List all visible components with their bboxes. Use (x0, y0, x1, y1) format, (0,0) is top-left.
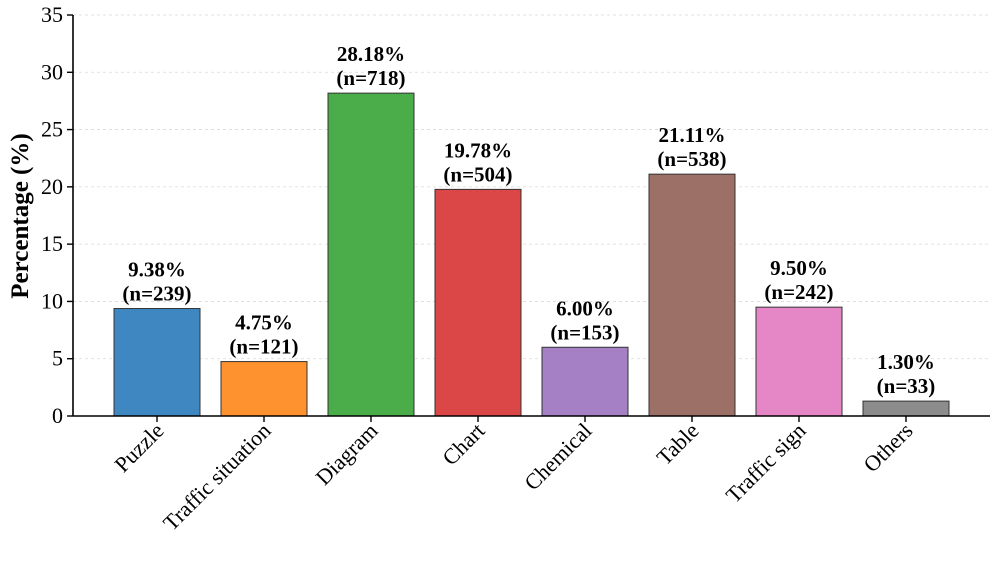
y-tick-label: 30 (41, 59, 63, 84)
y-tick-label: 35 (41, 2, 63, 27)
y-axis-title: Percentage (%) (7, 133, 34, 298)
y-tick-label: 15 (41, 231, 63, 256)
x-tick-label: Chart (437, 418, 489, 470)
y-tick-label: 25 (41, 117, 63, 142)
bar-count-label: (n=242) (764, 280, 833, 304)
bar-value-label: 28.18% (337, 42, 405, 66)
y-tick-label: 20 (41, 174, 63, 199)
bar-value-label: 1.30% (877, 350, 935, 374)
bar-traffic-situation (220, 361, 308, 417)
y-tick-label: 10 (41, 288, 63, 313)
bar-labels: 9.38%(n=239) 4.75%(n=121) 28.18%(n=718) 19.… (122, 42, 935, 398)
bar-chart (434, 188, 522, 417)
bar-count-label: (n=504) (443, 162, 512, 186)
bar-count-label: (n=153) (550, 320, 619, 344)
bar-count-label: (n=239) (122, 282, 191, 306)
bar-value-label: 4.75% (235, 311, 293, 335)
y-tick-label: 0 (52, 403, 63, 428)
y-ticks: 0 5 10 15 20 25 30 35 (41, 2, 73, 428)
bar-value-label: 19.78% (444, 138, 512, 162)
x-tick-label: Traffic situation (158, 418, 276, 536)
bar-count-label: (n=121) (229, 335, 298, 359)
bar-puzzle (113, 308, 201, 417)
bar-diagram (327, 92, 415, 417)
bar-value-label: 9.38% (128, 258, 186, 282)
x-tick-label: Puzzle (109, 418, 168, 477)
bar-count-label: (n=718) (336, 66, 405, 90)
bar-value-label: 6.00% (556, 296, 614, 320)
x-tick-label: Diagram (310, 418, 382, 490)
x-tick-label: Table (652, 418, 704, 470)
bar-table (648, 173, 736, 417)
bar-others (862, 400, 950, 417)
x-tick-label: Others (858, 418, 917, 477)
y-tick-label: 5 (52, 346, 63, 371)
axes (72, 15, 990, 417)
gridlines (73, 14, 990, 360)
x-tick-label: Traffic sign (721, 418, 811, 508)
bar-chemical (541, 346, 629, 417)
x-tick-label: Chemical (519, 418, 596, 495)
bar-traffic-sign (755, 306, 843, 417)
bars (113, 92, 950, 417)
bar-count-label: (n=538) (657, 147, 726, 171)
bar-value-label: 21.11% (658, 123, 725, 147)
bar-count-label: (n=33) (877, 374, 936, 398)
bar-value-label: 9.50% (770, 256, 828, 280)
